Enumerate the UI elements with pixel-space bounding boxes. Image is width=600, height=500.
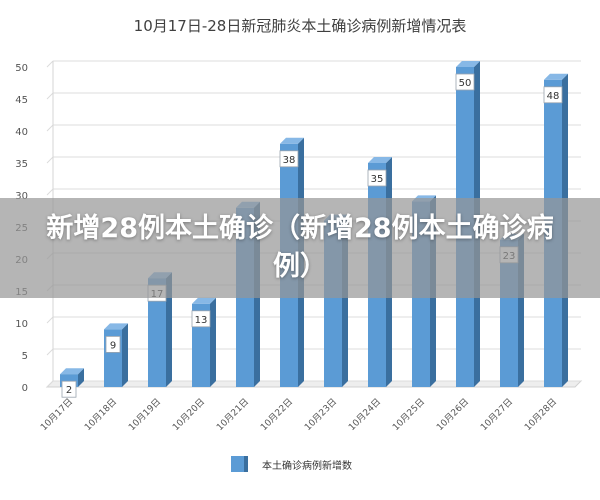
gridline-depth bbox=[46, 348, 54, 356]
data-label: 50 bbox=[459, 78, 472, 89]
y-tick-label: 30 bbox=[15, 191, 28, 202]
x-tick-label: 10月22日 bbox=[258, 396, 295, 433]
legend-swatch-side bbox=[244, 456, 248, 472]
data-label: 2 bbox=[66, 385, 72, 396]
gridline-depth bbox=[46, 156, 54, 164]
headline-banner: 新增28例本土确诊（新增28例本土确诊病例） bbox=[0, 198, 600, 298]
bar-top bbox=[368, 157, 392, 163]
data-label-box bbox=[455, 73, 475, 91]
x-tick-label: 10月27日 bbox=[478, 396, 515, 433]
data-label-box bbox=[191, 310, 211, 328]
x-tick-label: 10月21日 bbox=[214, 396, 251, 433]
y-tick-label: 50 bbox=[15, 63, 28, 74]
bar-top bbox=[104, 323, 128, 330]
bar-top bbox=[456, 61, 480, 67]
bar-top bbox=[192, 297, 216, 304]
data-label-box bbox=[279, 150, 299, 168]
x-tick-label: 10月28日 bbox=[522, 396, 559, 433]
gridline-depth bbox=[46, 124, 54, 132]
data-label-box bbox=[367, 169, 387, 187]
x-tick-label: 10月17日 bbox=[38, 396, 75, 433]
bar-side bbox=[210, 297, 216, 387]
legend-label: 本土确诊病例新增数 bbox=[262, 459, 352, 472]
headline-text: 新增28例本土确诊（新增28例本土确诊病例） bbox=[46, 213, 554, 282]
y-tick-label: 5 bbox=[22, 351, 28, 362]
bar bbox=[148, 278, 166, 387]
bar-side bbox=[78, 368, 84, 387]
x-tick-label: 10月18日 bbox=[82, 396, 119, 433]
bar-top bbox=[280, 137, 304, 144]
x-tick-label: 10月25日 bbox=[390, 396, 427, 433]
y-tick-label: 35 bbox=[15, 159, 28, 170]
data-label: 13 bbox=[195, 315, 208, 326]
gridline-depth bbox=[46, 60, 54, 68]
data-label: 38 bbox=[283, 155, 296, 166]
y-tick-label: 45 bbox=[15, 95, 28, 106]
data-label-box bbox=[543, 86, 563, 104]
gridline-depth bbox=[46, 92, 54, 100]
x-tick-label: 10月26日 bbox=[434, 396, 471, 433]
x-tick-label: 10月23日 bbox=[302, 396, 339, 433]
y-tick-label: 10 bbox=[15, 319, 28, 330]
gridline-depth bbox=[46, 188, 54, 196]
bar-side bbox=[122, 323, 128, 387]
bar-side bbox=[166, 272, 172, 387]
x-tick-label: 10月24日 bbox=[346, 396, 383, 433]
data-label: 9 bbox=[110, 340, 116, 351]
x-tick-label: 10月20日 bbox=[170, 396, 207, 433]
gridline-depth bbox=[46, 316, 54, 324]
chart-title: 10月17日-28日新冠肺炎本土确诊病例新增情况表 bbox=[134, 17, 467, 35]
legend: 本土确诊病例新增数 bbox=[231, 456, 352, 472]
data-label-box bbox=[61, 380, 77, 398]
x-tick-label: 10月19日 bbox=[126, 396, 163, 433]
data-label: 48 bbox=[547, 91, 560, 102]
bar-top bbox=[544, 73, 568, 80]
y-tick-label: 40 bbox=[15, 127, 28, 138]
bar-top bbox=[60, 368, 84, 375]
data-label-box bbox=[105, 335, 121, 353]
y-tick-label: 0 bbox=[22, 383, 28, 394]
data-label: 35 bbox=[371, 174, 384, 185]
legend-swatch bbox=[231, 456, 244, 472]
gridline-depth bbox=[46, 380, 54, 388]
